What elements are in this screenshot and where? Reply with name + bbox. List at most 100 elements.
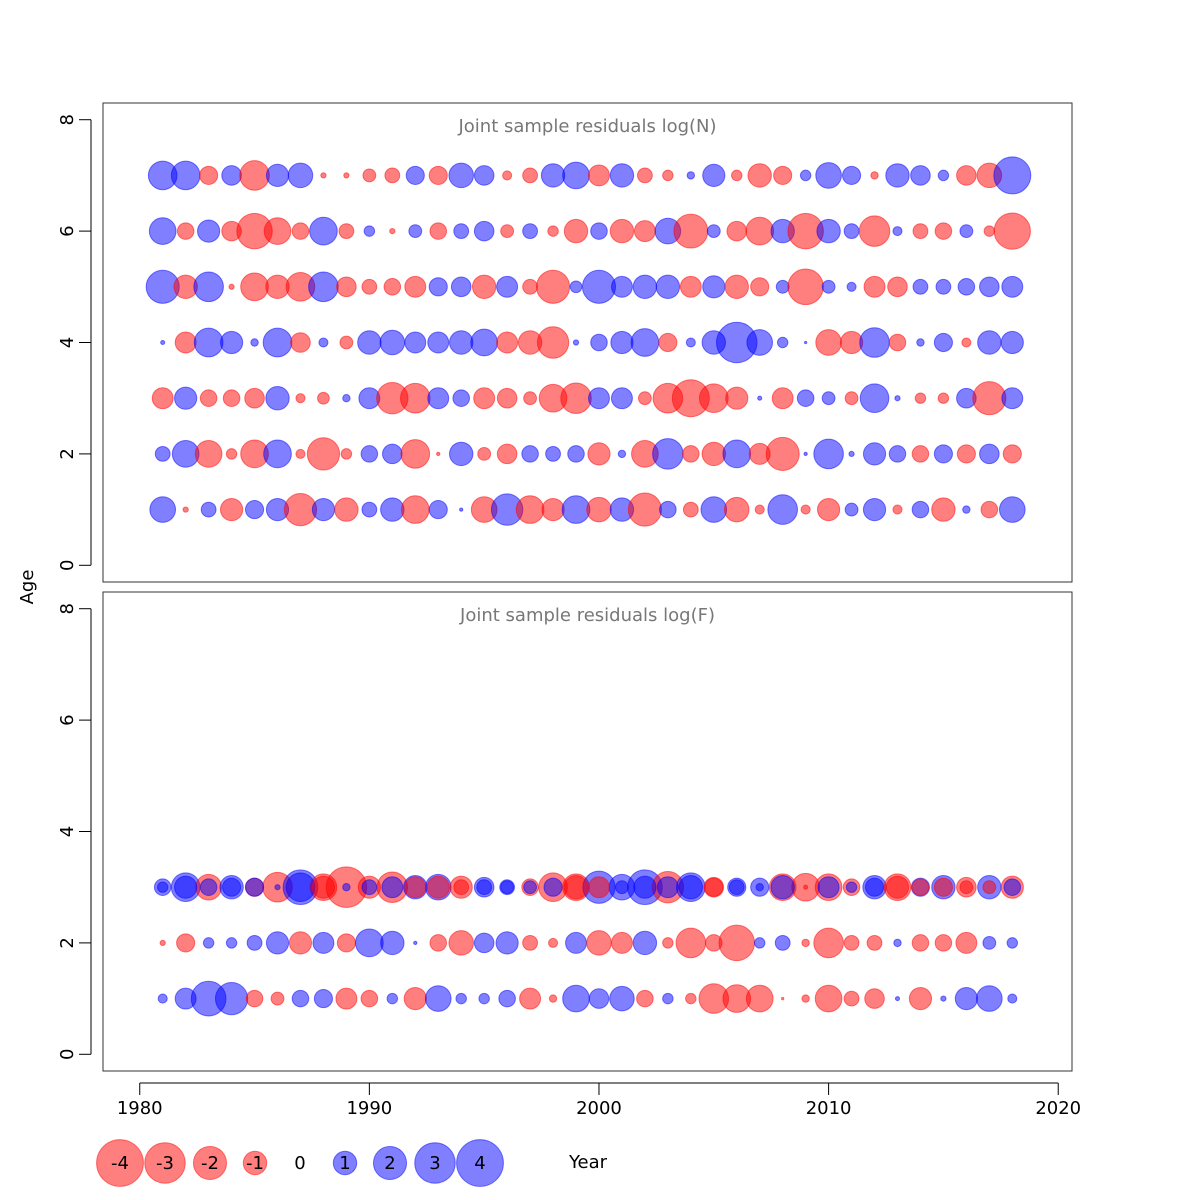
bubble xyxy=(610,330,634,355)
bubble xyxy=(502,170,513,181)
bubble xyxy=(500,880,515,895)
bubble xyxy=(747,163,772,188)
bubble xyxy=(562,984,590,1013)
bubble xyxy=(523,391,538,406)
legend-label: -3 xyxy=(156,1153,174,1174)
bubble xyxy=(617,449,627,459)
bubble xyxy=(274,884,281,891)
bubble xyxy=(972,381,1007,416)
bubble xyxy=(858,215,891,247)
bubble xyxy=(931,497,956,522)
bubble xyxy=(673,213,709,249)
bubble xyxy=(893,938,902,948)
bubble xyxy=(725,386,749,410)
bubble xyxy=(590,333,608,352)
bubble xyxy=(342,882,351,892)
bubble xyxy=(866,934,883,951)
bubble xyxy=(400,439,431,469)
bubble xyxy=(399,382,431,414)
bubble xyxy=(1001,387,1024,410)
bubble xyxy=(194,440,223,468)
legend-label: 3 xyxy=(429,1153,440,1174)
bubble xyxy=(870,171,879,180)
bubble xyxy=(859,327,890,358)
legend-label: 0 xyxy=(294,1153,305,1174)
bubble xyxy=(724,274,749,300)
bubble xyxy=(803,451,808,457)
bubble xyxy=(959,224,974,239)
bubble xyxy=(679,275,702,298)
bubble xyxy=(888,445,907,463)
bubble xyxy=(219,330,244,355)
bubble xyxy=(813,438,844,470)
bubble xyxy=(389,227,396,235)
bubble xyxy=(159,939,166,947)
bubble xyxy=(404,876,427,899)
bubble xyxy=(633,875,657,899)
bubble xyxy=(698,383,729,414)
bubble xyxy=(285,872,316,903)
bubble xyxy=(610,931,633,954)
bubble xyxy=(908,986,933,1011)
bubble xyxy=(864,988,885,1009)
bubble xyxy=(428,165,448,185)
y-tick-label: 0 xyxy=(57,560,78,571)
bubble xyxy=(500,224,515,239)
bubble xyxy=(959,880,974,895)
bubble xyxy=(845,881,858,893)
bubble xyxy=(821,391,836,406)
bubble xyxy=(561,495,591,524)
bubble xyxy=(728,879,745,896)
legend-label: -2 xyxy=(201,1153,219,1174)
plot-frame xyxy=(102,102,1073,583)
bubble xyxy=(222,389,241,407)
y-tick-label: 4 xyxy=(57,826,78,837)
bubble xyxy=(955,931,978,954)
bubble xyxy=(361,278,378,295)
bubble xyxy=(754,504,765,515)
bubble xyxy=(306,437,341,471)
x-tick-label: 2020 xyxy=(1035,1098,1081,1119)
bubble xyxy=(765,436,800,471)
y-tick-label: 6 xyxy=(57,225,78,236)
bubble xyxy=(609,163,635,188)
bubble xyxy=(864,877,885,897)
bubble xyxy=(379,329,406,356)
bubble xyxy=(894,996,901,1002)
bubble xyxy=(453,223,470,240)
bubble xyxy=(193,271,224,303)
legend-bubble xyxy=(414,1142,456,1184)
bubble xyxy=(478,992,490,1005)
bubble xyxy=(911,934,930,952)
bubble xyxy=(197,219,221,243)
legend-bubble xyxy=(372,1145,408,1181)
bubble xyxy=(265,163,290,188)
bubble xyxy=(937,392,950,404)
bubble xyxy=(933,877,953,897)
bubble xyxy=(363,225,376,237)
bubble xyxy=(816,218,841,244)
bubble xyxy=(361,501,378,518)
bubble xyxy=(706,224,721,239)
bubble xyxy=(817,497,841,522)
plot-frame xyxy=(102,591,1073,1072)
bubble xyxy=(334,497,359,522)
bubble xyxy=(813,927,844,959)
bubble xyxy=(154,445,171,462)
bubble xyxy=(686,171,696,180)
bubble xyxy=(496,331,519,354)
bubble xyxy=(801,938,810,948)
bubble xyxy=(844,391,859,406)
bubble xyxy=(662,937,674,949)
bubble xyxy=(685,992,697,1005)
bubble xyxy=(627,492,662,527)
bubble xyxy=(980,500,999,519)
bubble xyxy=(265,931,290,955)
bubble xyxy=(781,996,785,1001)
y-tick-label: 4 xyxy=(57,337,78,348)
bubble xyxy=(678,874,704,900)
bubble xyxy=(400,495,430,524)
bubble xyxy=(935,278,952,295)
bubble xyxy=(848,450,855,458)
bubble xyxy=(335,987,358,1010)
